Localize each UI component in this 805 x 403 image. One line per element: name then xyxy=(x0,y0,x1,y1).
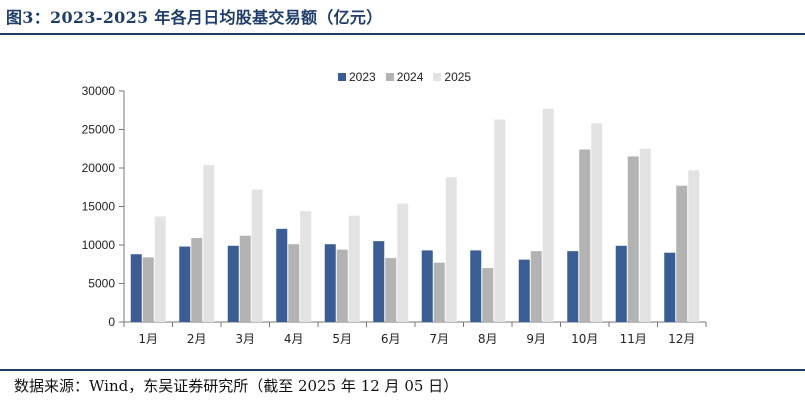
bar-2025 xyxy=(591,123,603,322)
bar-2024 xyxy=(191,238,203,322)
bar-2023 xyxy=(130,254,142,322)
bar-2025 xyxy=(300,211,312,322)
source-note: 数据来源：Wind，东吴证券研究所（截至 2025 年 12 月 05 日） xyxy=(14,377,459,395)
bar-2025 xyxy=(154,216,166,322)
bar-2025 xyxy=(639,148,651,322)
legend-swatch-2025 xyxy=(433,73,442,81)
bar-2025 xyxy=(688,170,700,322)
bar-2025 xyxy=(251,189,263,322)
x-tick-label: 1月 xyxy=(138,332,158,346)
chart-legend: 2023 2024 2025 xyxy=(338,70,471,84)
bar-2024 xyxy=(579,149,591,322)
title-divider xyxy=(0,33,805,35)
bar-2025 xyxy=(203,164,215,322)
bar-2023 xyxy=(664,252,676,322)
x-tick-label: 2月 xyxy=(187,332,207,346)
y-tick-label: 30000 xyxy=(82,84,116,98)
bar-2024 xyxy=(239,235,251,322)
x-tick-label: 12月 xyxy=(668,332,695,346)
legend-item-2025: 2025 xyxy=(433,70,471,84)
x-tick-label: 10月 xyxy=(571,332,598,346)
bar-2024 xyxy=(288,244,300,322)
y-tick-label: 25000 xyxy=(82,123,116,137)
legend-label-2025: 2025 xyxy=(444,70,472,84)
x-tick-label: 6月 xyxy=(381,332,401,346)
legend-swatch-2023 xyxy=(338,73,346,81)
bar-2023 xyxy=(324,244,336,322)
bar-2023 xyxy=(615,245,627,322)
x-tick-label: 5月 xyxy=(332,332,352,346)
legend-swatch-2024 xyxy=(385,73,394,81)
y-tick-label: 15000 xyxy=(82,200,116,214)
legend-label-2023: 2023 xyxy=(349,70,376,84)
y-tick-label: 0 xyxy=(108,315,115,329)
y-tick-label: 10000 xyxy=(82,238,116,252)
bar-chart: 0 5000 10000 15000 20000 25000 30000 1月 2月 3月 4月 5月… xyxy=(82,84,707,346)
bar-2025 xyxy=(542,108,554,323)
y-tick-label: 5000 xyxy=(88,277,115,291)
bar-2023 xyxy=(421,250,433,322)
x-tick-label: 4月 xyxy=(284,332,304,346)
bar-2025 xyxy=(445,177,457,322)
bar-2024 xyxy=(627,156,639,322)
legend-item-2024: 2024 xyxy=(385,70,424,84)
bar-2024 xyxy=(530,251,542,322)
bar-2023 xyxy=(470,250,482,322)
bar-2024 xyxy=(482,268,494,322)
legend-item-2023: 2023 xyxy=(338,70,376,84)
bar-2023 xyxy=(567,251,579,322)
x-tick-label: 8月 xyxy=(478,332,498,346)
legend-label-2024: 2024 xyxy=(396,70,424,84)
x-tick-label: 7月 xyxy=(429,332,449,346)
bar-2025 xyxy=(397,203,409,322)
bar-2023 xyxy=(276,228,288,322)
x-tick-label: 11月 xyxy=(620,332,647,346)
bar-2025 xyxy=(494,119,506,323)
bar-2023 xyxy=(227,245,239,322)
bar-2024 xyxy=(385,258,397,322)
bar-2023 xyxy=(518,259,530,322)
bar-2024 xyxy=(142,257,154,322)
bar-2024 xyxy=(676,185,688,322)
bar-2024 xyxy=(336,249,348,322)
x-tick-label: 9月 xyxy=(526,332,546,346)
footer-divider xyxy=(0,369,805,371)
y-tick-label: 20000 xyxy=(82,161,116,175)
figure-title: 图3：2023-2025 年各月日均股基交易额（亿元） xyxy=(6,8,383,27)
bar-2023 xyxy=(179,246,191,322)
bar-2023 xyxy=(373,241,385,322)
bar-2025 xyxy=(348,215,360,322)
x-tick-label: 3月 xyxy=(235,332,255,346)
bar-2024 xyxy=(433,262,445,322)
